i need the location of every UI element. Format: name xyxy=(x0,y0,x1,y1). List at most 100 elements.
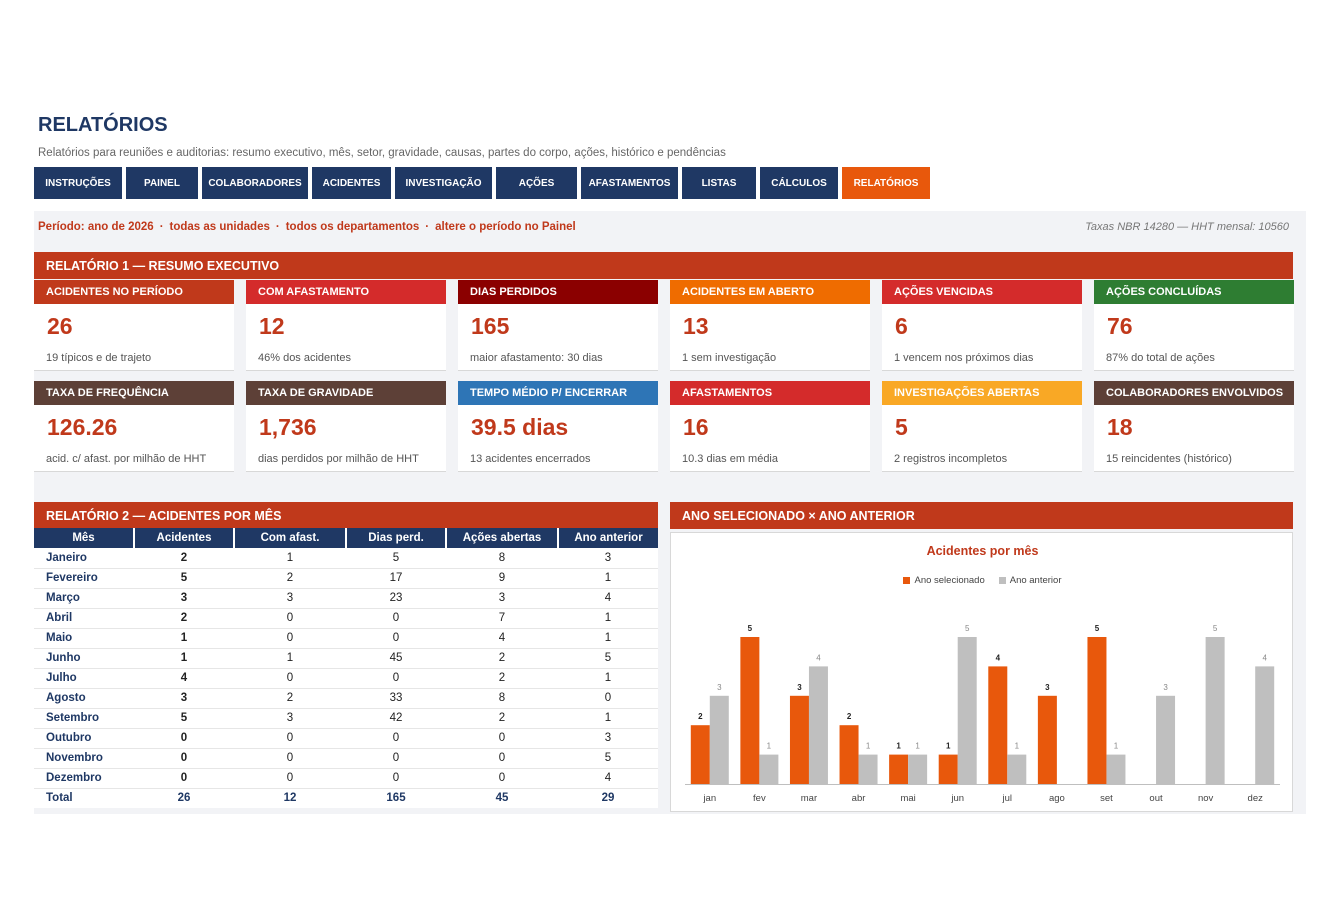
table-cell: 2 xyxy=(234,568,346,589)
nav-acoes[interactable]: AÇÕES xyxy=(496,167,577,199)
kpi-card: AÇÕES CONCLUÍDAS 76 87% do total de ações xyxy=(1094,280,1294,371)
x-tick-label: jun xyxy=(950,793,964,804)
nav-investigacao[interactable]: INVESTIGAÇÃO xyxy=(395,167,492,199)
monthly-chart: Acidentes por mês Ano selecionado Ano an… xyxy=(670,532,1293,812)
bar-selected-year xyxy=(1087,637,1107,784)
table-cell: 1 xyxy=(558,668,658,689)
period-label: Período: ano de 2026 xyxy=(38,221,154,233)
table-cell: 1 xyxy=(558,608,658,629)
bar-data-label: 5 xyxy=(965,624,970,633)
column-header: Ações abertas xyxy=(446,528,559,548)
kpi-card-value: 165 xyxy=(471,313,510,339)
kpi-card-label: TAXA DE GRAVIDADE xyxy=(246,381,446,405)
table-cell: 0 xyxy=(558,688,658,709)
rates-note: Taxas NBR 14280 — HHT mensal: 10560 xyxy=(1085,221,1289,233)
period-hint: altere o período no Painel xyxy=(435,221,576,233)
kpi-card-note: 13 acidentes encerrados xyxy=(470,453,591,465)
table-cell: 5 xyxy=(134,708,234,729)
table-cell: 4 xyxy=(558,768,658,789)
bar-selected-year xyxy=(988,666,1008,784)
table-cell: 8 xyxy=(446,548,558,569)
total-cell: 29 xyxy=(601,792,615,805)
bar-selected-year xyxy=(1037,695,1057,784)
bar-data-label: 1 xyxy=(1015,742,1020,751)
table-cell: 0 xyxy=(134,768,234,789)
table-cell: 0 xyxy=(346,728,446,749)
table-cell: 0 xyxy=(234,628,346,649)
kpi-card-note: 1 sem investigação xyxy=(682,352,777,364)
kpi-card-note: 10.3 dias em média xyxy=(682,453,778,465)
nav-calculos[interactable]: CÁLCULOS xyxy=(760,167,838,199)
table-total-row: Total 26 12 165 45 29 xyxy=(34,788,658,808)
table-cell: 1 xyxy=(558,708,658,729)
legend-label: Ano anterior xyxy=(1009,575,1062,586)
total-cell: 12 xyxy=(283,792,297,805)
table-cell: 0 xyxy=(346,628,446,649)
kpi-card: AFASTAMENTOS 16 10.3 dias em média xyxy=(670,381,870,472)
table-cell: 2 xyxy=(446,708,558,729)
table-cell: 17 xyxy=(346,568,446,589)
table-cell: 3 xyxy=(558,548,658,569)
month-cell: Dezembro xyxy=(34,768,134,789)
nav-instrucoes[interactable]: INSTRUÇÕES xyxy=(34,167,122,199)
kpi-card-label: TEMPO MÉDIO P/ ENCERRAR xyxy=(458,381,658,405)
units-label: todas as unidades xyxy=(169,221,270,233)
bar-data-label: 5 xyxy=(1095,624,1100,633)
report2-title: RELATÓRIO 2 — ACIDENTES POR MÊS xyxy=(34,502,658,529)
nav-acidentes[interactable]: ACIDENTES xyxy=(312,167,391,199)
nav-listas[interactable]: LISTAS xyxy=(682,167,756,199)
bar-data-label: 3 xyxy=(717,683,722,692)
bar-selected-year xyxy=(690,725,710,784)
month-cell: Abril xyxy=(34,608,134,629)
bar-data-label: 1 xyxy=(946,742,951,751)
table-cell: 7 xyxy=(446,608,558,629)
table-cell: 1 xyxy=(558,628,658,649)
nav-afastamentos[interactable]: AFASTAMENTOS xyxy=(581,167,678,199)
bar-data-label: 5 xyxy=(1213,624,1218,633)
bar-selected-year xyxy=(839,725,859,784)
table-cell: 2 xyxy=(134,548,234,569)
bar-previous-year xyxy=(759,754,779,784)
bar-previous-year xyxy=(1255,666,1275,784)
kpi-card-value: 126.26 xyxy=(47,414,118,440)
table-row: Janeiro 2 1 5 8 3 xyxy=(34,548,658,569)
table-cell: 2 xyxy=(446,668,558,689)
month-cell: Novembro xyxy=(34,748,134,769)
table-cell: 4 xyxy=(558,588,658,609)
column-header: Com afast. xyxy=(234,528,347,548)
kpi-card-note: 19 típicos e de trajeto xyxy=(46,352,152,364)
table-row: Março 3 3 23 3 4 xyxy=(34,588,658,609)
bar-data-label: 1 xyxy=(1114,742,1119,751)
bar-data-label: 2 xyxy=(847,712,852,721)
total-cell: 165 xyxy=(386,792,406,805)
nav-painel[interactable]: PAINEL xyxy=(126,167,198,199)
comparison-title: ANO SELECIONADO × ANO ANTERIOR xyxy=(670,502,1293,529)
table-row: Abril 2 0 0 7 1 xyxy=(34,608,658,629)
kpi-card-note: maior afastamento: 30 dias xyxy=(470,352,603,364)
table-cell: 0 xyxy=(346,768,446,789)
kpi-card-label: INVESTIGAÇÕES ABERTAS xyxy=(882,381,1082,405)
table-row: Novembro 0 0 0 0 5 xyxy=(34,748,658,769)
kpi-card-value: 39.5 dias xyxy=(471,414,569,440)
table-cell: 0 xyxy=(234,748,346,769)
page-title: RELATÓRIOS xyxy=(38,114,168,136)
nav-relatorios[interactable]: RELATÓRIOS xyxy=(842,167,930,199)
kpi-card: INVESTIGAÇÕES ABERTAS 5 2 registros incomp… xyxy=(882,381,1082,472)
x-tick-label: fev xyxy=(753,793,766,804)
bar-previous-year xyxy=(808,666,828,784)
month-cell: Junho xyxy=(34,648,134,669)
table-row: Julho 4 0 0 2 1 xyxy=(34,668,658,689)
separator: · xyxy=(159,221,164,233)
table-cell: 2 xyxy=(446,648,558,669)
kpi-card: ACIDENTES EM ABERTO 13 1 sem investigação xyxy=(670,280,870,371)
bar-previous-year xyxy=(1106,754,1126,784)
month-cell: Setembro xyxy=(34,708,134,729)
table-cell: 3 xyxy=(446,588,558,609)
table-cell: 2 xyxy=(234,688,346,709)
x-tick-label: dez xyxy=(1248,793,1264,804)
total-cell: 26 xyxy=(177,792,191,805)
bar-data-label: 3 xyxy=(1163,683,1168,692)
x-tick-label: jul xyxy=(1002,793,1013,804)
kpi-card-label: COLABORADORES ENVOLVIDOS xyxy=(1094,381,1294,405)
nav-colaboradores[interactable]: COLABORADORES xyxy=(202,167,308,199)
